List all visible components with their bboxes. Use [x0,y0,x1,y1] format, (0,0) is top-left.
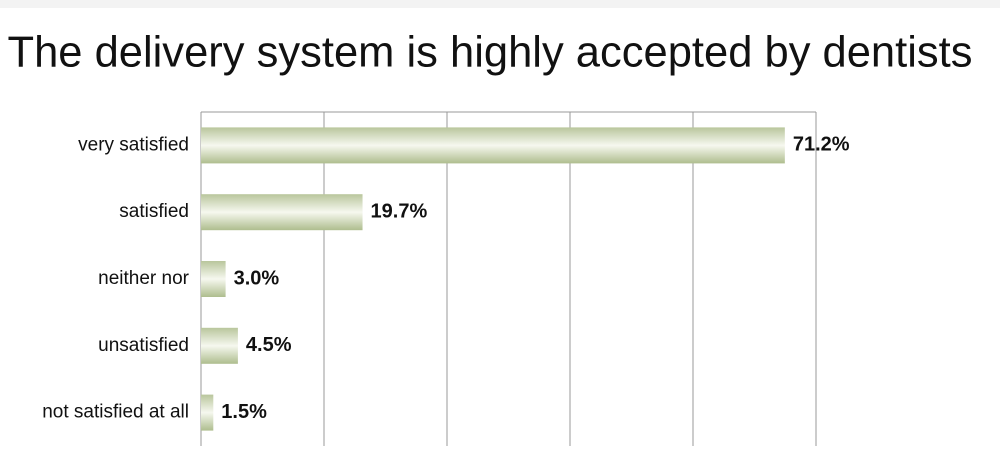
top-band [0,0,1000,8]
value-label: 71.2% [793,134,850,156]
y-tick-label: not satisfied at all [42,402,189,423]
bar [201,394,214,431]
bar [201,127,785,164]
y-tick-label: unsatisfied [98,335,189,356]
value-label: 19.7% [371,200,428,222]
value-label: 4.5% [246,334,292,356]
bar [201,327,238,364]
bar [201,194,363,231]
y-tick-label: satisfied [119,201,189,222]
value-label: 3.0% [234,267,280,289]
y-tick-label: neither nor [98,268,190,289]
bar [201,261,226,297]
chart-title: The delivery system is highly accepted b… [8,28,973,77]
value-label: 1.5% [221,401,267,423]
y-tick-label: very satisfied [78,134,189,155]
